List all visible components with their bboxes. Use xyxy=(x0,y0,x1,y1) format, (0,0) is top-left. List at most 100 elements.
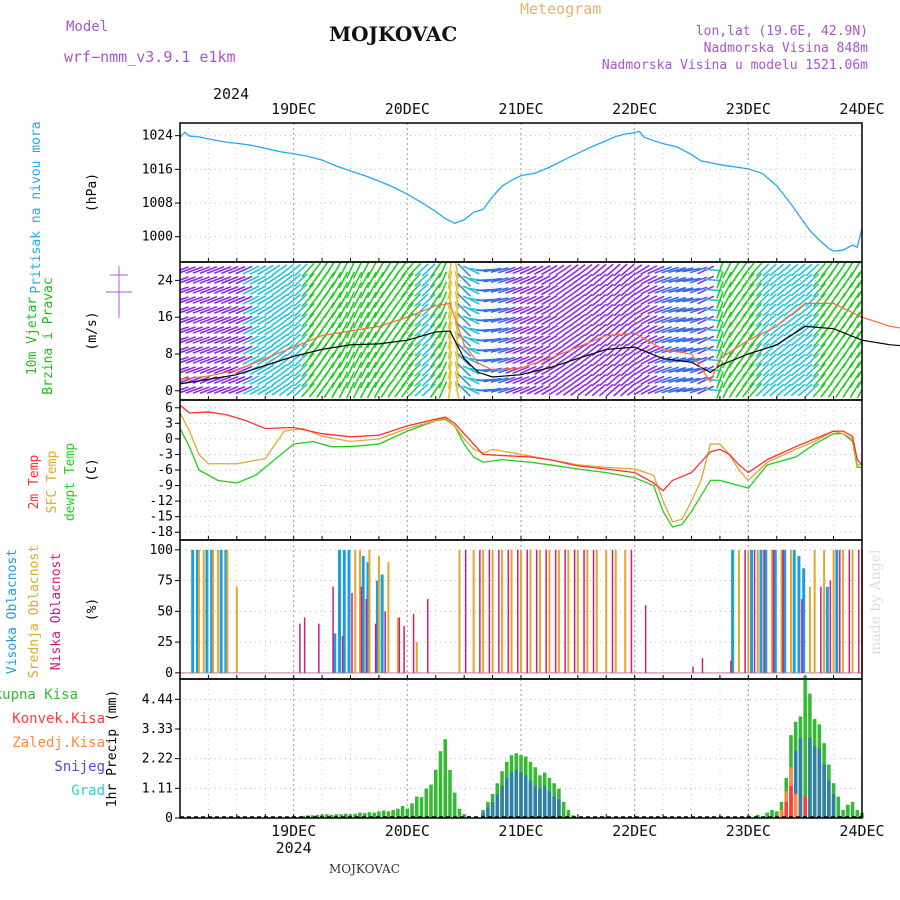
wind-arrow xyxy=(703,298,722,302)
wind-arrow xyxy=(271,344,288,356)
wind-arrow xyxy=(359,281,370,299)
precip-total-bar xyxy=(803,676,807,818)
wind-arrow xyxy=(805,293,820,307)
wind-arrow xyxy=(278,273,295,287)
wind-arrow xyxy=(584,323,600,337)
wind-arrow xyxy=(762,303,777,317)
wind-arrow xyxy=(805,313,820,327)
precip-total-bar xyxy=(846,804,850,818)
wind-arrow xyxy=(180,336,196,344)
wind-arrow xyxy=(654,316,672,324)
wind-arrow xyxy=(591,283,607,297)
wind-arrow xyxy=(722,351,732,369)
temp-dewpt-line xyxy=(179,418,862,528)
wind-arrow xyxy=(257,364,274,376)
wind-arrow xyxy=(562,264,579,276)
wind-arrow xyxy=(856,298,862,309)
wind-arrow xyxy=(483,307,502,313)
precip-snow-bar xyxy=(528,780,533,818)
wind-arrow xyxy=(526,355,544,365)
precip-snow-bar xyxy=(509,772,514,818)
wind-arrow xyxy=(438,341,448,359)
wind-arrow xyxy=(703,378,722,382)
wind-arrow xyxy=(541,294,558,306)
wind-arrow xyxy=(373,351,385,369)
wind-arrow xyxy=(790,363,806,377)
wind-arrow xyxy=(438,361,448,379)
wind-arrow xyxy=(654,306,672,314)
wind-speed-line xyxy=(179,325,900,385)
wind-arrow xyxy=(213,365,232,375)
wind-arrow xyxy=(414,313,429,327)
wind-arrow xyxy=(661,386,680,394)
wind-arrow xyxy=(264,364,281,376)
wind-arrow xyxy=(640,375,658,385)
wind-arrow xyxy=(457,343,472,357)
wind-arrow xyxy=(748,372,763,388)
wind-arrow xyxy=(400,362,414,378)
wind-arrow xyxy=(668,316,687,324)
wind-arrow xyxy=(606,263,621,277)
wind-arrow xyxy=(331,361,342,379)
wind-arrow xyxy=(249,305,267,315)
precip-total-bar xyxy=(396,808,400,818)
wind-arrow xyxy=(345,291,356,309)
wind-arrow xyxy=(505,356,523,364)
wind-arrow xyxy=(180,266,189,271)
wind-arrow xyxy=(373,361,385,379)
wind-arrow xyxy=(345,271,356,289)
wind-arrow xyxy=(213,355,232,365)
precip-snow-bar xyxy=(514,769,519,818)
wind-arrow xyxy=(359,301,370,319)
precip-snow-bar xyxy=(533,785,537,818)
wind-arrow xyxy=(555,314,572,326)
wind-arrow xyxy=(429,322,442,338)
wind-arrow xyxy=(345,262,356,279)
wind-arrow xyxy=(462,335,480,345)
wind-arrow xyxy=(301,352,315,368)
wind-arrow xyxy=(421,373,436,387)
panel-unit: (hPa) xyxy=(85,173,100,212)
wind-arrow xyxy=(286,303,302,317)
wind-arrow xyxy=(490,277,509,283)
precip-legend-4: Snijeg xyxy=(54,759,105,775)
wind-arrow xyxy=(373,381,385,399)
wind-arrow xyxy=(722,321,732,339)
wind-arrow xyxy=(654,366,672,374)
wind-arrow xyxy=(228,335,246,345)
wind-arrow xyxy=(206,325,225,335)
wind-arrow xyxy=(301,322,315,338)
wind-arrow xyxy=(359,381,370,399)
y-tick-label: 1016 xyxy=(142,162,173,177)
wind-arrow xyxy=(359,351,370,369)
wind-arrow xyxy=(457,323,472,337)
wind-arrow xyxy=(490,267,509,273)
wind-arrow xyxy=(689,336,708,344)
wind-arrow xyxy=(654,386,672,394)
wind-arrow xyxy=(199,326,218,334)
precip-total-bar xyxy=(301,815,305,818)
wind-arrow xyxy=(661,266,680,274)
precip-total-bar xyxy=(415,796,419,818)
wind-arrow xyxy=(429,312,442,328)
wind-arrow xyxy=(797,353,813,367)
precip-total-bar xyxy=(405,808,410,818)
wind-arrow xyxy=(293,273,308,287)
wind-arrow xyxy=(722,311,732,329)
wind-arrow xyxy=(668,306,687,314)
wind-arrow xyxy=(454,291,460,309)
wind-arrow xyxy=(180,346,196,354)
wind-arrow xyxy=(338,331,349,349)
wind-arrow xyxy=(438,262,448,279)
wind-arrow xyxy=(338,281,349,299)
wind-arrow xyxy=(505,376,523,384)
wind-arrow xyxy=(570,344,586,356)
wind-arrow xyxy=(400,372,414,388)
wind-arrow xyxy=(769,383,785,397)
y-tick-label: 8 xyxy=(165,347,173,362)
wind-arrow xyxy=(548,274,565,286)
wind-arrow xyxy=(783,343,799,357)
wind-arrow xyxy=(533,295,551,305)
wind-arrow xyxy=(421,263,436,277)
wind-arrow xyxy=(620,373,635,387)
